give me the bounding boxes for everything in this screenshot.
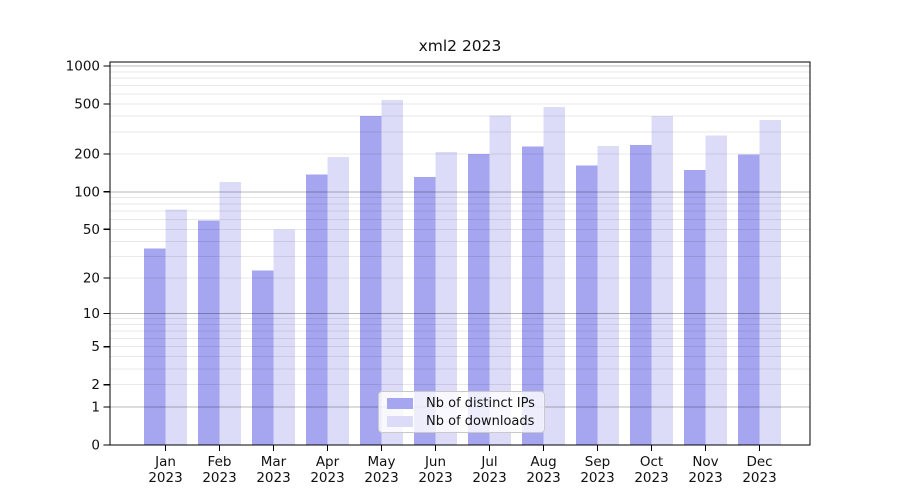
x-tick-label-year: 2023 [310,470,344,486]
y-tick-label: 20 [83,270,100,286]
y-tick-label: 2 [91,377,100,393]
x-tick-label-year: 2023 [364,470,398,486]
bar-apr-distinct-ips [306,174,328,445]
legend-item-distinct-ips: Nb of distinct IPs [387,396,536,411]
x-tick-label-month: Jun [424,454,446,470]
x-tick-label-year: 2023 [580,470,614,486]
legend-swatch-distinct-ips [387,397,413,409]
bar-jan-downloads [165,209,187,445]
x-tick-label-year: 2023 [418,470,452,486]
bar-jan-distinct-ips [144,248,166,445]
legend-label-downloads: Nb of downloads [426,413,535,429]
bar-jul-downloads [489,115,511,446]
y-tick-label: 1 [91,399,100,415]
x-tick-label-month: Mar [261,454,287,470]
x-tick-label-year: 2023 [256,470,290,486]
x-tick-label-month: May [368,454,396,470]
legend: Nb of distinct IPs Nb of downloads [378,391,545,433]
x-tick-label-month: Aug [530,454,556,470]
bar-mar-downloads [273,229,295,445]
y-tick-label: 500 [74,96,100,112]
x-tick-label-year: 2023 [526,470,560,486]
x-tick-label-year: 2023 [472,470,506,486]
x-tick-label-month: Sep [585,454,610,470]
legend-swatch-downloads [387,415,413,427]
y-tick-label: 100 [74,184,100,200]
x-tick-label-year: 2023 [634,470,668,486]
y-tick-label: 5 [91,339,100,355]
legend-item-downloads: Nb of downloads [387,414,536,429]
plot-frame [109,61,811,446]
bar-oct-distinct-ips [630,145,652,446]
x-tick-label-month: Dec [746,454,772,470]
bar-feb-distinct-ips [198,220,220,445]
x-tick-label-month: Jul [480,454,497,470]
x-tick-label-month: Oct [640,454,663,470]
y-tick-label: 50 [83,222,100,238]
x-tick-label-year: 2023 [688,470,722,486]
y-tick-label: 10 [83,306,100,322]
x-tick-label-year: 2023 [742,470,776,486]
bar-mar-distinct-ips [252,270,274,445]
x-tick-label-year: 2023 [202,470,236,486]
x-tick-label-month: Jan [154,454,176,470]
legend-label-distinct-ips: Nb of distinct IPs [426,395,535,411]
bar-jun-distinct-ips [414,177,436,445]
bar-dec-distinct-ips [738,154,760,445]
x-tick-label-month: Feb [208,454,232,470]
bar-may-downloads [381,99,403,445]
bar-dec-downloads [759,120,781,446]
bar-jul-distinct-ips [468,154,490,445]
bar-oct-downloads [651,116,673,446]
x-tick-label-month: Apr [316,454,340,470]
bar-aug-distinct-ips [522,146,544,445]
bar-jun-downloads [435,152,457,445]
x-tick-label-month: Nov [692,454,718,470]
bar-sep-downloads [597,145,619,446]
bar-nov-downloads [705,135,727,445]
bar-apr-downloads [327,156,349,445]
y-tick-label: 200 [74,147,100,163]
y-tick-label: 0 [91,438,100,454]
bar-nov-distinct-ips [684,169,706,446]
chart-title: xml2 2023 [419,37,502,55]
bar-aug-downloads [543,107,565,445]
y-tick-label: 1000 [66,59,100,75]
x-tick-label-year: 2023 [148,470,182,486]
bar-feb-downloads [219,181,241,445]
bar-sep-distinct-ips [576,165,598,446]
bar-may-distinct-ips [360,116,382,446]
